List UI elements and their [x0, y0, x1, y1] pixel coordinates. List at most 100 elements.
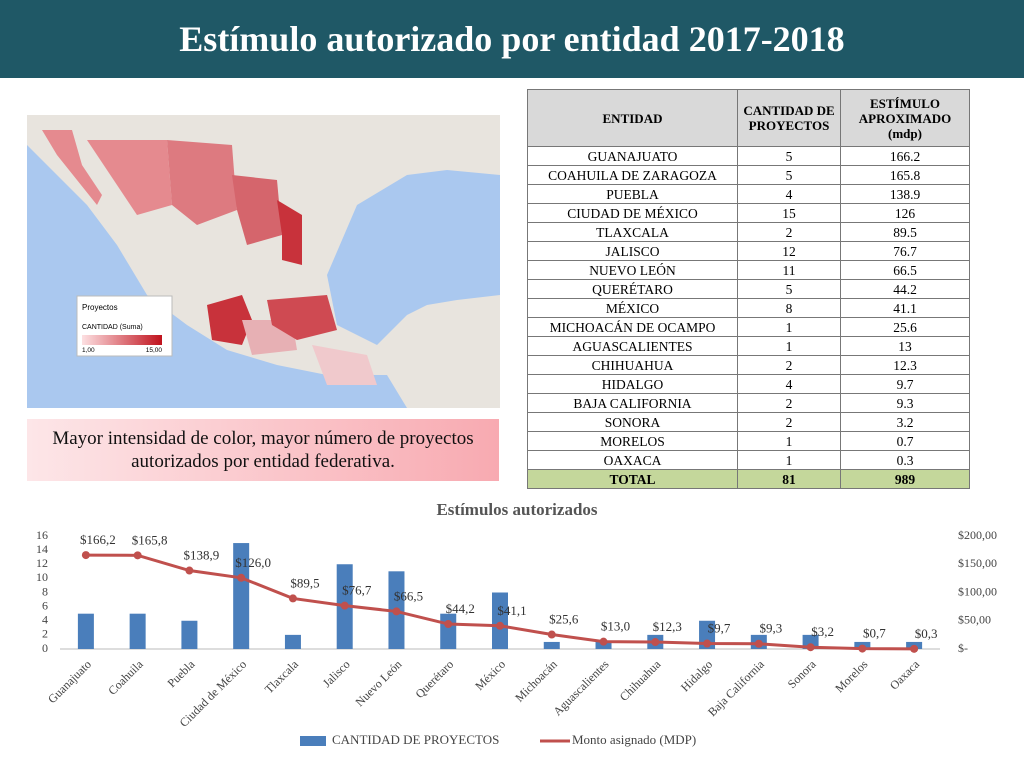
baja-california	[42, 130, 102, 205]
header-cell: CANTIDAD DE PROYECTOS	[737, 89, 841, 147]
y-tick-label: 0	[42, 641, 48, 655]
table-cell: 12	[737, 241, 841, 261]
nuevo-leon	[277, 200, 302, 265]
table-cell: 9.7	[840, 374, 970, 394]
y2-tick-label: $50,00	[958, 613, 991, 627]
header-cell: ESTÍMULO APROXIMADO (mdp)	[840, 89, 970, 147]
table-cell: 13	[840, 336, 970, 356]
bar	[77, 613, 94, 649]
x-tick-label: Sonora	[785, 657, 819, 691]
line-point	[288, 594, 297, 603]
table-row: HIDALGO 4 9.7	[527, 374, 970, 394]
x-tick-label: Aguascalientes	[550, 657, 611, 718]
table-cell: 41.1	[840, 298, 970, 318]
table-cell: NUEVO LEÓN	[527, 260, 738, 280]
slide-title: Estímulo autorizado por entidad 2017-201…	[0, 0, 1024, 78]
table-cell: 15	[737, 203, 841, 223]
data-label: $41,1	[497, 603, 526, 618]
table-cell: PUEBLA	[527, 184, 738, 204]
data-table: ENTIDAD CANTIDAD DE PROYECTOS ESTÍMULO APR…	[527, 89, 970, 489]
table-cell: HIDALGO	[527, 374, 738, 394]
sonora	[87, 140, 172, 215]
bar	[543, 641, 560, 649]
x-tick-label: Baja California	[705, 657, 767, 719]
legend-label: Monto asignado (MDP)	[572, 732, 696, 747]
coahuila	[232, 175, 282, 245]
y-tick-label: 4	[42, 613, 48, 627]
data-label: $0,3	[915, 626, 938, 641]
oaxaca	[312, 345, 377, 385]
table-cell: GUANAJUATO	[527, 146, 738, 166]
data-label: $165,8	[132, 532, 168, 547]
legend-label: CANTIDAD DE PROYECTOS	[332, 732, 499, 747]
line-point	[910, 644, 919, 653]
centro	[267, 295, 337, 340]
data-label: $9,3	[759, 621, 782, 636]
data-label: $13,0	[601, 619, 630, 634]
line-point	[496, 621, 504, 630]
table-cell: OAXACA	[527, 450, 738, 470]
bar	[492, 592, 508, 649]
table-cell: SONORA	[527, 412, 738, 432]
header-row: ENTIDAD CANTIDAD DE PROYECTOS ESTÍMULO APR…	[527, 89, 970, 147]
total-cell: 989	[840, 469, 970, 489]
x-tick-label: Chihuahua	[617, 657, 664, 704]
table-cell: JALISCO	[527, 241, 738, 261]
table-cell: 166.2	[840, 146, 970, 166]
x-tick-label: Morelos	[832, 657, 870, 695]
table-row: CIUDAD DE MÉXICO 15 126	[527, 203, 970, 223]
x-tick-label: Hidalgo	[678, 657, 715, 694]
table-row: CHIHUAHUA 2 12.3	[527, 355, 970, 375]
table-cell: 2	[737, 222, 841, 242]
y-tick-label: 16	[36, 528, 48, 542]
table-row: BAJA CALIFORNIA 2 9.3	[527, 393, 970, 413]
table-cell: 66.5	[840, 260, 970, 280]
caption: Mayor intensidad de color, mayor número …	[27, 419, 499, 481]
table-cell: 8	[737, 298, 841, 318]
table-cell: COAHUILA DE ZARAGOZA	[527, 165, 738, 185]
y2-tick-label: $-	[958, 641, 968, 655]
table-row: OAXACA 1 0.3	[527, 450, 970, 470]
header-cell: ENTIDAD	[527, 89, 738, 147]
table-cell: MICHOACÁN DE OCAMPO	[527, 317, 738, 337]
table-row: MORELOS 1 0.7	[527, 431, 970, 451]
table-row: COAHUILA DE ZARAGOZA 5 165.8	[527, 165, 970, 185]
table-cell: 76.7	[840, 241, 970, 261]
table-row: NUEVO LEÓN 11 66.5	[527, 260, 970, 280]
table-cell: MÉXICO	[527, 298, 738, 318]
data-label: $44,2	[446, 601, 475, 616]
data-label: $25,6	[549, 612, 579, 627]
line-point	[651, 638, 660, 647]
table-row: MICHOACÁN DE OCAMPO 1 25.6	[527, 317, 970, 337]
line-point	[237, 573, 246, 582]
table-row: JALISCO 12 76.7	[527, 241, 970, 261]
line-point	[133, 551, 142, 560]
chart-title: Estímulos autorizados	[436, 500, 597, 519]
y2-tick-label: $200,00	[958, 528, 997, 542]
legend-title: Proyectos	[82, 303, 118, 312]
table-cell: 2	[737, 412, 841, 432]
table-cell: 12.3	[840, 355, 970, 375]
legend-swatch	[300, 736, 326, 746]
data-label: $138,9	[184, 548, 220, 563]
bar	[440, 613, 457, 649]
x-tick-label: Coahuila	[105, 657, 146, 698]
y2-tick-label: $100,00	[958, 584, 997, 598]
line-point	[858, 644, 867, 653]
bar	[129, 613, 146, 649]
bar	[233, 543, 250, 649]
data-label: $76,7	[342, 583, 372, 598]
table-cell: 0.3	[840, 450, 970, 470]
table-cell: 4	[737, 184, 841, 204]
y-tick-label: 12	[36, 556, 48, 570]
line-point	[703, 639, 712, 648]
x-tick-label: Jalisco	[320, 657, 353, 690]
line-point	[81, 551, 90, 560]
bar	[181, 620, 198, 649]
legend-field: CANTIDAD (Suma)	[82, 324, 143, 331]
x-tick-label: Querétaro	[412, 657, 456, 701]
table-cell: 138.9	[840, 184, 970, 204]
data-label: $12,3	[653, 619, 682, 634]
table-cell: 9.3	[840, 393, 970, 413]
